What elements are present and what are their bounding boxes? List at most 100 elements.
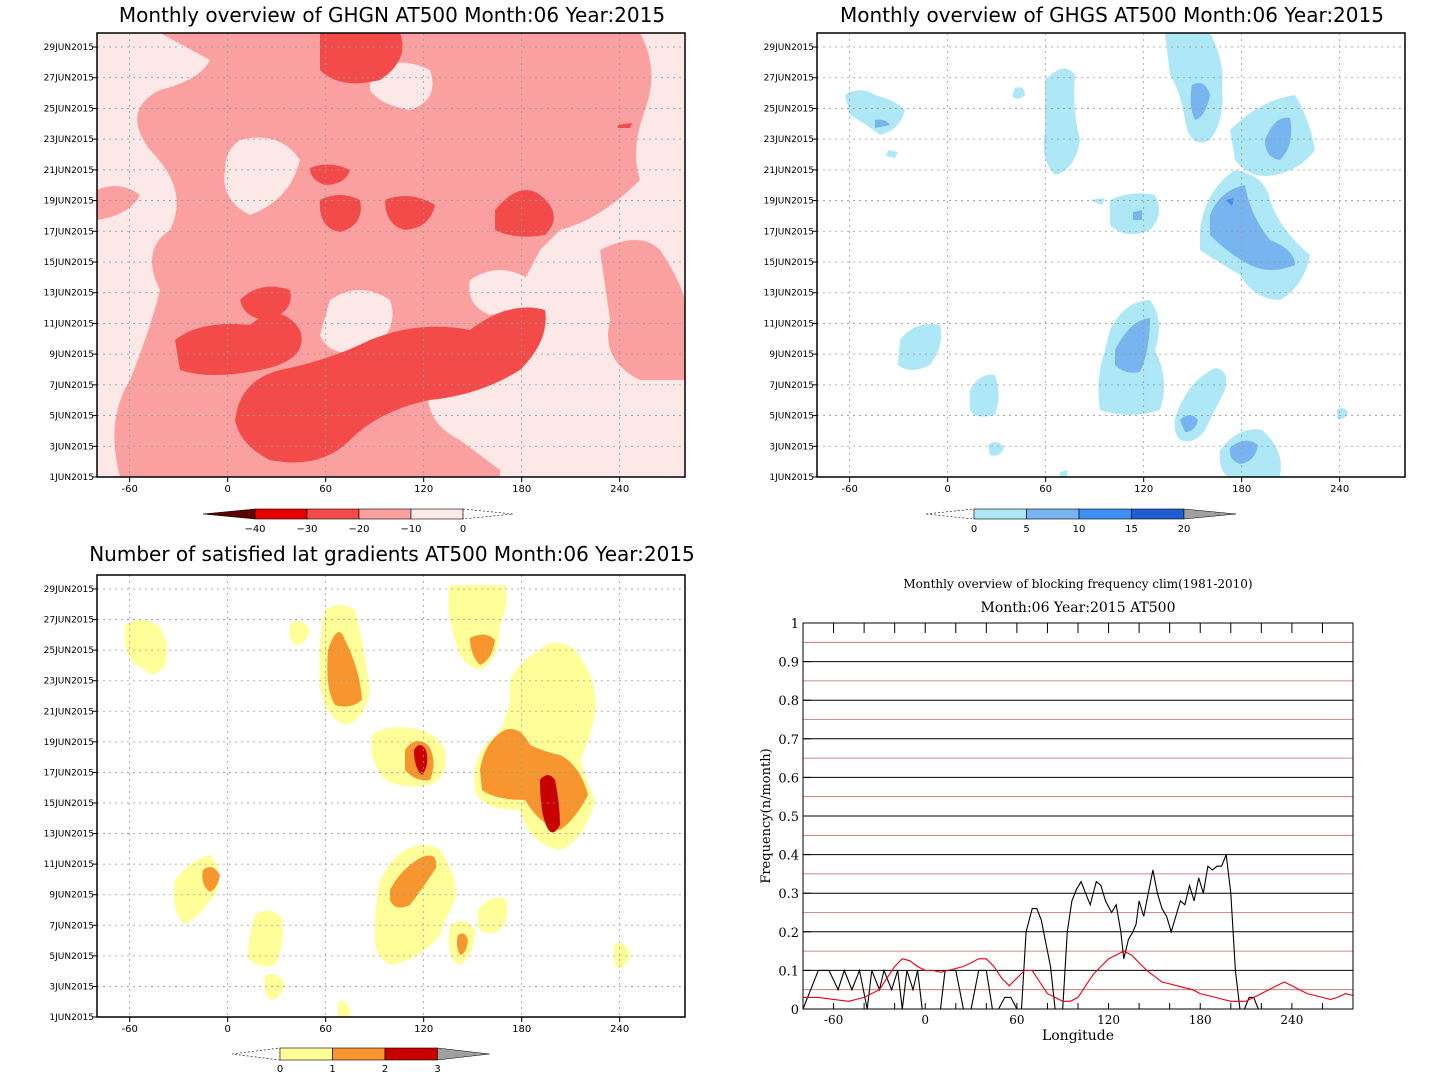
- lat-ytick-label: 19JUN2015: [44, 738, 94, 748]
- lat-colorbar-segment: [332, 1047, 386, 1061]
- freq-y-ticks: 0 0.1 0.2 0.3 0.4 0.5 0.6 0.7 0.8 0.9 1: [778, 617, 811, 1018]
- ghgs-xtick-label: 120: [1134, 484, 1153, 495]
- lat-frame: [96, 574, 686, 1018]
- ghgs-panel: Monthly overview of GHGS AT500 Month:06 …: [817, 3, 1405, 477]
- lat-colorbar-label: 2: [382, 1064, 388, 1075]
- ghgn-ytick-label: 21JUN2015: [44, 166, 94, 176]
- ghgn-xtick-label: 180: [512, 484, 531, 495]
- ghgs-ytick-label: 21JUN2015: [764, 166, 814, 176]
- colorbars: −40 −30 −20 −10 0 0 5 10 15 200 1 2 3: [202, 508, 1237, 1075]
- freq-xtick-label: 180: [1189, 1013, 1212, 1027]
- ghgn-ytick-label: 17JUN2015: [44, 227, 94, 237]
- ghgn-ytick-label: 19JUN2015: [44, 197, 94, 207]
- freq-ytick-label: 0.1: [778, 964, 799, 979]
- freq-ytick-label: 0.8: [778, 694, 799, 709]
- lat-ytick-label: 9JUN2015: [49, 891, 94, 901]
- ghgs-title: Monthly overview of GHGS AT500 Month:06 …: [840, 3, 1384, 27]
- ghgs-ytick-label: 27JUN2015: [764, 74, 814, 84]
- lat-title: Number of satisfied lat gradients AT500 …: [89, 542, 695, 566]
- lat-ytick-label: 1JUN2015: [49, 1013, 94, 1023]
- ghgn-ytick-label: 25JUN2015: [44, 104, 94, 114]
- freq-ytick-label: 1: [791, 617, 799, 632]
- ghgs-colorbar-segment: [1078, 508, 1132, 520]
- map-decorations: -60 0 60 120 180 24029JUN201527JUN201525JUN20…: [44, 32, 1406, 1035]
- lat-axes: -60 0 60 120 180 240 29JUN2015 27JUN2015 25JUN20…: [44, 574, 686, 1035]
- lat-ytick-label: 13JUN2015: [44, 830, 94, 840]
- ghgs-colorbar-label: 0: [971, 524, 977, 535]
- freq-title: Monthly overview of blocking frequency c…: [903, 577, 1252, 591]
- ghgn-xtick-label: -60: [121, 484, 137, 495]
- freq-series-climatology: [803, 950, 1353, 1002]
- ghgs-ytick-label: 23JUN2015: [764, 135, 814, 145]
- ghgs-ytick-label: 13JUN2015: [764, 289, 814, 299]
- ghgs-ytick-label: 5JUN2015: [769, 412, 814, 422]
- ghgn-colorbar-segment: [254, 508, 308, 520]
- ghgn-ytick-label: 29JUN2015: [44, 43, 94, 53]
- freq-ytick-label: 0.5: [778, 810, 799, 825]
- ghgn-colorbar-segment: [306, 508, 360, 520]
- ghgs-ytick-label: 1JUN2015: [769, 473, 814, 483]
- freq-ytick-label: 0.4: [778, 849, 799, 864]
- lat-colorbar-label: 0: [277, 1064, 283, 1075]
- ghgs-ytick-label: 29JUN2015: [764, 43, 814, 53]
- ghgn-colorbar-segment: [358, 508, 412, 520]
- freq-panel: Monthly overview of blocking frequency c…: [759, 577, 1354, 1044]
- freq-frame: [802, 622, 1354, 1010]
- ghgs-colorbar-label: 10: [1073, 524, 1086, 535]
- lat-ytick-label: 29JUN2015: [44, 585, 94, 595]
- ghgs-colorbar-segment: [973, 508, 1027, 520]
- freq-ytick-label: 0.2: [778, 926, 799, 941]
- lat-ytick-label: 21JUN2015: [44, 707, 94, 717]
- ghgs-ytick-label: 9JUN2015: [769, 350, 814, 360]
- ghgn-xtick-label: 60: [319, 484, 332, 495]
- freq-ytick-label: 0: [791, 1003, 799, 1018]
- freq-ytick-label: 0.9: [778, 656, 799, 671]
- lat-colorbar-segment: [384, 1047, 438, 1061]
- ghgs-colorbar-label: 15: [1125, 524, 1138, 535]
- lat-ytick-label: 3JUN2015: [49, 982, 94, 992]
- freq-series: [803, 854, 1353, 1009]
- freq-ytick-label: 0.7: [778, 733, 799, 748]
- lat-colorbar-label: 3: [434, 1064, 440, 1075]
- lat-xtick-label: 240: [610, 1024, 629, 1035]
- ghgs-xtick-label: -60: [841, 484, 857, 495]
- lat-ytick-label: 23JUN2015: [44, 677, 94, 687]
- lat-contours: [97, 575, 685, 1017]
- lat-colorbar-arrow-right: [437, 1047, 490, 1061]
- lat-ytick-label: 15JUN2015: [44, 799, 94, 809]
- ghgs-ytick-label: 17JUN2015: [764, 227, 814, 237]
- freq-ylabel: Frequency(n/month): [759, 748, 774, 883]
- freq-xtick-label: 0: [921, 1013, 929, 1027]
- ghgn-ytick-label: 3JUN2015: [49, 442, 94, 452]
- ghgs-colorbar-segment: [1026, 508, 1080, 520]
- ghgs-xtick-label: 0: [944, 484, 950, 495]
- ghgs-contours: [817, 33, 1405, 477]
- lat-ytick-label: 25JUN2015: [44, 646, 94, 656]
- lat-xtick-label: 60: [319, 1024, 332, 1035]
- ghgs-colorbar: 0 5 10 15 20: [925, 508, 1237, 535]
- ghgs-colorbar-segment: [1131, 508, 1185, 520]
- freq-xlabel: Longitude: [1042, 1028, 1114, 1044]
- ghgn-contours: [97, 33, 685, 477]
- ghgn-ytick-label: 13JUN2015: [44, 289, 94, 299]
- ghgn-colorbar-arrow-left: [202, 508, 256, 520]
- ghgs-ytick-label: 3JUN2015: [769, 442, 814, 452]
- lat-xtick-label: -60: [121, 1024, 137, 1035]
- lat-ytick-label: 11JUN2015: [44, 860, 94, 870]
- ghgn-ytick-label: 15JUN2015: [44, 258, 94, 268]
- ghgs-colorbar-label: 5: [1023, 524, 1029, 535]
- ghgn-frame: [96, 32, 686, 478]
- lat-colorbar-segment: [279, 1047, 333, 1061]
- ghgn-ytick-label: 11JUN2015: [44, 319, 94, 329]
- ghgs-axes: -60 0 60 120 180 240 29JUN2015 27JUN2015 25JUN20…: [764, 32, 1406, 495]
- ghgn-xtick-label: 0: [224, 484, 230, 495]
- ghgs-colorbar-label: 20: [1178, 524, 1191, 535]
- lat-ytick-label: 27JUN2015: [44, 616, 94, 626]
- lat-panel: Number of satisfied lat gradients AT500 …: [89, 542, 695, 1017]
- ghgn-colorbar-segment: [410, 508, 464, 520]
- lat-ytick-label: 17JUN2015: [44, 768, 94, 778]
- ghgs-ytick-label: 11JUN2015: [764, 319, 814, 329]
- ghgs-ytick-label: 15JUN2015: [764, 258, 814, 268]
- ghgn-panel: Monthly overview of GHGN AT500 Month:06 …: [97, 3, 685, 477]
- lat-xtick-label: 180: [512, 1024, 531, 1035]
